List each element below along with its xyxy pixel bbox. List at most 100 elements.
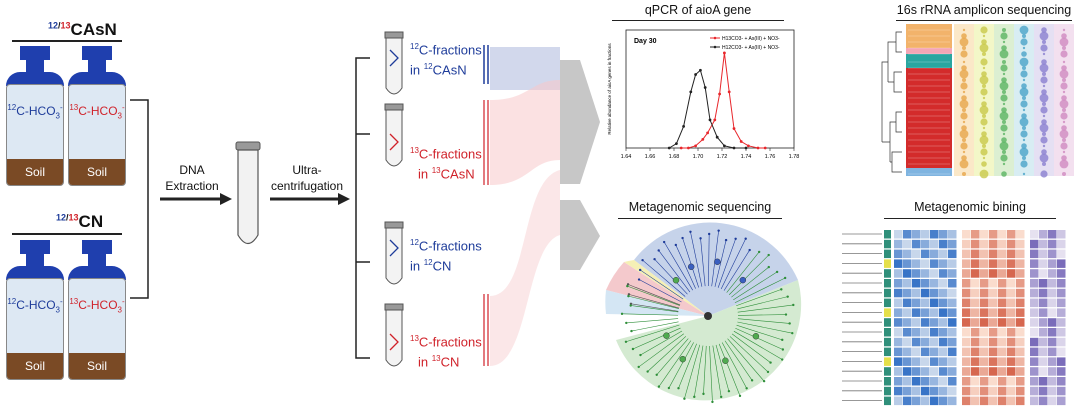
bin-cell-carbon bbox=[921, 377, 930, 386]
bin-cell-carbon bbox=[921, 230, 930, 239]
step-centrifugation: centrifugation bbox=[270, 179, 344, 193]
bin-cell-denit bbox=[971, 396, 980, 406]
bin-cell-denit bbox=[1016, 259, 1025, 268]
bin-cell-as bbox=[1039, 308, 1048, 317]
bin-cell-carbon bbox=[912, 386, 921, 396]
legend-h13: H13CO3- + As(III) + NO3- bbox=[722, 36, 780, 42]
bin-cell-denit bbox=[971, 357, 980, 366]
clade-leaf bbox=[637, 278, 641, 281]
amplicon-dot bbox=[1041, 149, 1047, 155]
bin-cell-carbon bbox=[939, 259, 948, 268]
amplicon-dot bbox=[1059, 159, 1069, 169]
amplicon-dot bbox=[1022, 172, 1026, 176]
clade-branch bbox=[724, 340, 753, 381]
amplicon-dot bbox=[962, 120, 966, 124]
clade-leaf bbox=[762, 379, 766, 383]
qpcr-point bbox=[744, 146, 748, 150]
bin-cell-denit bbox=[980, 337, 989, 347]
qpcr-title: qPCR of aioA gene bbox=[644, 3, 752, 17]
clade-branch bbox=[658, 250, 691, 293]
bin-cell-carbon bbox=[903, 396, 912, 406]
bin-cell-carbon bbox=[921, 239, 930, 249]
bin-taxon-color bbox=[884, 386, 891, 396]
bin-cell-carbon bbox=[912, 396, 921, 406]
bin-cell-denit bbox=[989, 288, 998, 298]
bin-cell-carbon bbox=[930, 298, 939, 308]
bin-cell-denit bbox=[1007, 318, 1016, 327]
bin-cell-as bbox=[1048, 367, 1057, 376]
bin-taxon-color bbox=[884, 249, 891, 259]
amplicon-dot bbox=[999, 49, 1009, 59]
group-prefix-13: 13 bbox=[60, 20, 71, 31]
amplicon-dot bbox=[1041, 119, 1047, 125]
bin-cell-denit bbox=[971, 328, 980, 337]
clade-branch bbox=[720, 238, 746, 290]
bin-cell-denit bbox=[962, 396, 971, 406]
fraction-label-12c-cn: 12C-fractions in 12CN bbox=[410, 238, 482, 274]
qpcr-point bbox=[679, 146, 683, 150]
bin-cell-carbon bbox=[912, 298, 921, 308]
bin-cell-carbon bbox=[912, 318, 921, 327]
bin-cell-carbon bbox=[930, 239, 939, 249]
bin-cell-denit bbox=[980, 396, 989, 406]
bin-cell-denit bbox=[1007, 259, 1016, 268]
bin-cell-carbon bbox=[948, 279, 957, 288]
bin-cell-carbon bbox=[930, 269, 939, 278]
bin-cell-as bbox=[1039, 298, 1048, 308]
bin-cell-denit bbox=[980, 288, 989, 298]
clade-leaf bbox=[677, 387, 680, 390]
bin-cell-carbon bbox=[921, 249, 930, 259]
bin-cell-carbon bbox=[930, 357, 939, 366]
bin-cell-denit bbox=[989, 298, 998, 308]
amplicon-dot bbox=[1002, 90, 1006, 94]
bin-cell-denit bbox=[989, 367, 998, 376]
bin-cell-denit bbox=[1007, 288, 1016, 298]
amplicon-dot bbox=[1062, 172, 1066, 176]
bin-cell-denit bbox=[971, 367, 980, 376]
bottle-13c-casn: 13C-HCO3- Soil bbox=[68, 46, 126, 188]
qpcr-annotation: Day 30 bbox=[634, 38, 657, 45]
bin-cell-denit bbox=[962, 386, 971, 396]
bottle-12c-cn: 12C-HCO3- Soil bbox=[6, 240, 64, 382]
amplicon-dot bbox=[999, 141, 1009, 151]
clade-branch bbox=[690, 231, 703, 287]
amplicon-dot bbox=[1001, 45, 1007, 51]
bin-cell-denit bbox=[980, 328, 989, 337]
amplicon-dot bbox=[1060, 142, 1068, 150]
amplicon-dot bbox=[982, 114, 986, 118]
bin-cell-denit bbox=[971, 279, 980, 288]
bin-cell-denit bbox=[980, 367, 989, 376]
clade-branch bbox=[627, 284, 681, 306]
amplicon-dot bbox=[960, 112, 968, 120]
bin-cell-carbon bbox=[894, 288, 903, 298]
fraction-bracket bbox=[355, 57, 370, 359]
bin-cell-as bbox=[1048, 328, 1057, 337]
amplicon-dot bbox=[1059, 99, 1069, 109]
clade-branch bbox=[733, 330, 783, 360]
clade-leaf bbox=[657, 249, 660, 252]
amplicon-dot bbox=[1021, 113, 1027, 119]
clade-branch bbox=[675, 244, 696, 289]
amplicon-dot bbox=[959, 129, 969, 139]
bin-cell-denit bbox=[962, 288, 971, 298]
bin-cell-denit bbox=[980, 357, 989, 366]
clade-branch bbox=[630, 305, 679, 313]
bin-taxon-color bbox=[884, 308, 891, 317]
bottle-neck bbox=[26, 59, 44, 73]
qpcr-point bbox=[723, 144, 726, 148]
qpcr-tick-label: 1.68 bbox=[669, 154, 680, 160]
bin-cell-as bbox=[1048, 279, 1057, 288]
amplicon-dot bbox=[979, 135, 989, 145]
amplicon-dot bbox=[982, 96, 986, 100]
bin-cell-as bbox=[1039, 318, 1048, 327]
bin-cell-as bbox=[1039, 288, 1048, 298]
bin-cell-carbon bbox=[912, 279, 921, 288]
bin-taxon-color bbox=[884, 269, 891, 278]
group-divider-cn bbox=[12, 233, 122, 235]
bin-cell-as bbox=[1039, 249, 1048, 259]
bottle-cap bbox=[20, 240, 50, 254]
bottle-bracket bbox=[130, 99, 149, 299]
bottle-shoulder bbox=[68, 266, 126, 280]
bin-cell-denit bbox=[962, 239, 971, 249]
amplicon-dots bbox=[908, 25, 1069, 179]
